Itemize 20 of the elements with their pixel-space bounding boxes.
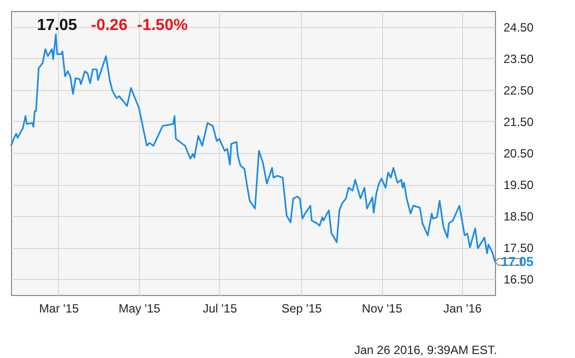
y-tick-label: 16.50 bbox=[504, 272, 534, 287]
y-tick-label: 24.50 bbox=[504, 20, 534, 34]
y-tick-label: 21.50 bbox=[504, 114, 534, 129]
y-tick-label: 17.50 bbox=[504, 241, 534, 256]
annotation: -0.26 bbox=[91, 17, 128, 34]
x-tick-label: Mar '15 bbox=[39, 302, 80, 316]
annotation: 17.05 bbox=[37, 17, 78, 34]
x-tick-label: Jul '15 bbox=[202, 302, 238, 316]
y-tick-label: 20.50 bbox=[504, 146, 534, 160]
y-tick-label: 18.50 bbox=[504, 210, 534, 224]
y-tick-label: 19.50 bbox=[504, 178, 534, 192]
x-tick-label: May '15 bbox=[118, 302, 161, 316]
y-tick-label: 23.50 bbox=[504, 52, 534, 66]
text: Jan 26 2016, 9:39AM EST. bbox=[354, 343, 497, 357]
x-tick-label: Sep '15 bbox=[281, 302, 322, 316]
annotation: -1.50% bbox=[137, 17, 188, 34]
y-tick-label: 22.50 bbox=[504, 83, 534, 98]
x-tick-label: Nov '15 bbox=[362, 302, 403, 316]
annotation: 17.05 bbox=[501, 254, 534, 269]
x-tick-label: Jan '16 bbox=[443, 302, 482, 316]
